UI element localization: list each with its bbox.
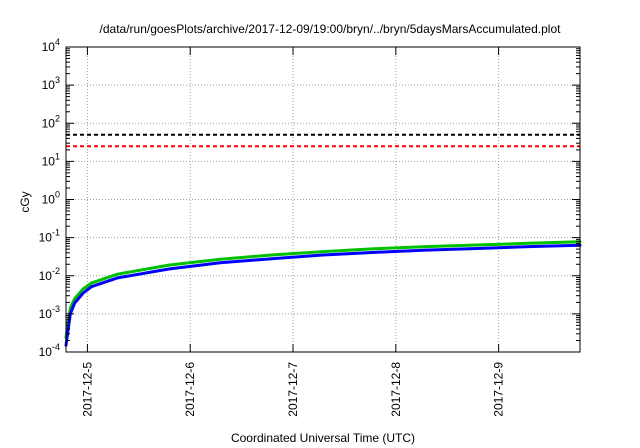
series-line [64, 243, 582, 347]
series-line [64, 240, 582, 339]
series-lines [64, 240, 582, 347]
y-tick-label: 102 [42, 113, 60, 130]
y-tick-label: 101 [42, 151, 60, 168]
y-tick-label: 10-3 [39, 304, 60, 321]
y-tick-label: 10-1 [39, 228, 60, 245]
x-tick-label: 2017-12-6 [183, 362, 197, 417]
y-tick-label: 100 [42, 190, 60, 207]
reference-lines [66, 133, 580, 148]
x-tick-label: 2017-12-9 [492, 362, 506, 417]
y-tick-label: 104 [42, 37, 60, 54]
x-tick-label: 2017-12-7 [286, 362, 300, 417]
y-tick-label: 103 [42, 75, 60, 92]
y-tick-label: 10-4 [39, 342, 60, 359]
x-axis-label: Coordinated Universal Time (UTC) [231, 431, 415, 445]
y-tick-label: 10-2 [39, 266, 60, 283]
y-axis-ticks: 10-4 10-3 10-2 10-1 100 101 102 103 104 [39, 37, 580, 359]
y-axis-label: cGy [18, 191, 32, 212]
x-axis-ticks: 2017-12-5 2017-12-6 2017-12-7 2017-12-8 2017… [80, 47, 506, 417]
x-tick-label: 2017-12-8 [389, 362, 403, 417]
x-tick-label: 2017-12-5 [80, 362, 94, 417]
chart-title: /data/run/goesPlots/archive/2017-12-09/1… [100, 22, 562, 36]
